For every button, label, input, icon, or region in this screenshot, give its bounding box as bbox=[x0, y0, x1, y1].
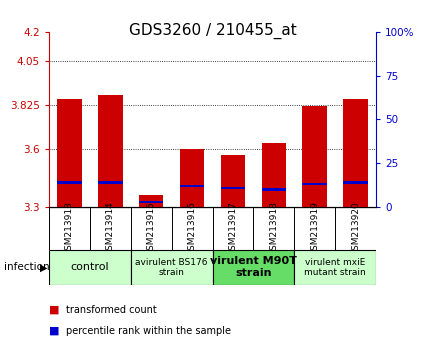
Bar bbox=[303, 183, 327, 185]
Text: GSM213915: GSM213915 bbox=[147, 201, 156, 256]
Text: GSM213920: GSM213920 bbox=[351, 201, 360, 256]
Text: GSM213917: GSM213917 bbox=[229, 201, 238, 256]
Bar bbox=[180, 149, 204, 207]
Bar bbox=[221, 155, 245, 207]
Text: virulent mxiE
mutant strain: virulent mxiE mutant strain bbox=[304, 258, 366, 277]
Bar bbox=[343, 181, 368, 184]
Text: ▶: ▶ bbox=[40, 262, 48, 272]
Text: GSM213913: GSM213913 bbox=[65, 201, 74, 256]
Text: GSM213914: GSM213914 bbox=[106, 201, 115, 256]
Bar bbox=[57, 181, 82, 184]
Text: avirulent BS176
strain: avirulent BS176 strain bbox=[135, 258, 208, 277]
Text: control: control bbox=[71, 262, 109, 272]
Bar bbox=[212, 250, 294, 285]
Text: ■: ■ bbox=[49, 326, 60, 336]
Bar bbox=[57, 99, 82, 207]
Text: virulent M90T
strain: virulent M90T strain bbox=[210, 256, 297, 278]
Text: GDS3260 / 210455_at: GDS3260 / 210455_at bbox=[129, 23, 296, 39]
Bar bbox=[131, 250, 212, 285]
Bar bbox=[98, 95, 122, 207]
Text: infection: infection bbox=[4, 262, 50, 272]
Bar bbox=[294, 250, 376, 285]
Bar bbox=[98, 181, 122, 184]
Bar bbox=[343, 99, 368, 207]
Bar bbox=[303, 106, 327, 207]
Text: GSM213916: GSM213916 bbox=[187, 201, 196, 256]
Bar bbox=[261, 188, 286, 191]
Bar bbox=[180, 185, 204, 187]
Text: transformed count: transformed count bbox=[66, 305, 157, 315]
Bar bbox=[139, 195, 163, 207]
Text: percentile rank within the sample: percentile rank within the sample bbox=[66, 326, 231, 336]
Bar bbox=[49, 250, 131, 285]
Bar bbox=[221, 187, 245, 189]
Text: ■: ■ bbox=[49, 305, 60, 315]
Bar bbox=[139, 201, 163, 203]
Text: GSM213918: GSM213918 bbox=[269, 201, 278, 256]
Bar bbox=[261, 143, 286, 207]
Text: GSM213919: GSM213919 bbox=[310, 201, 319, 256]
